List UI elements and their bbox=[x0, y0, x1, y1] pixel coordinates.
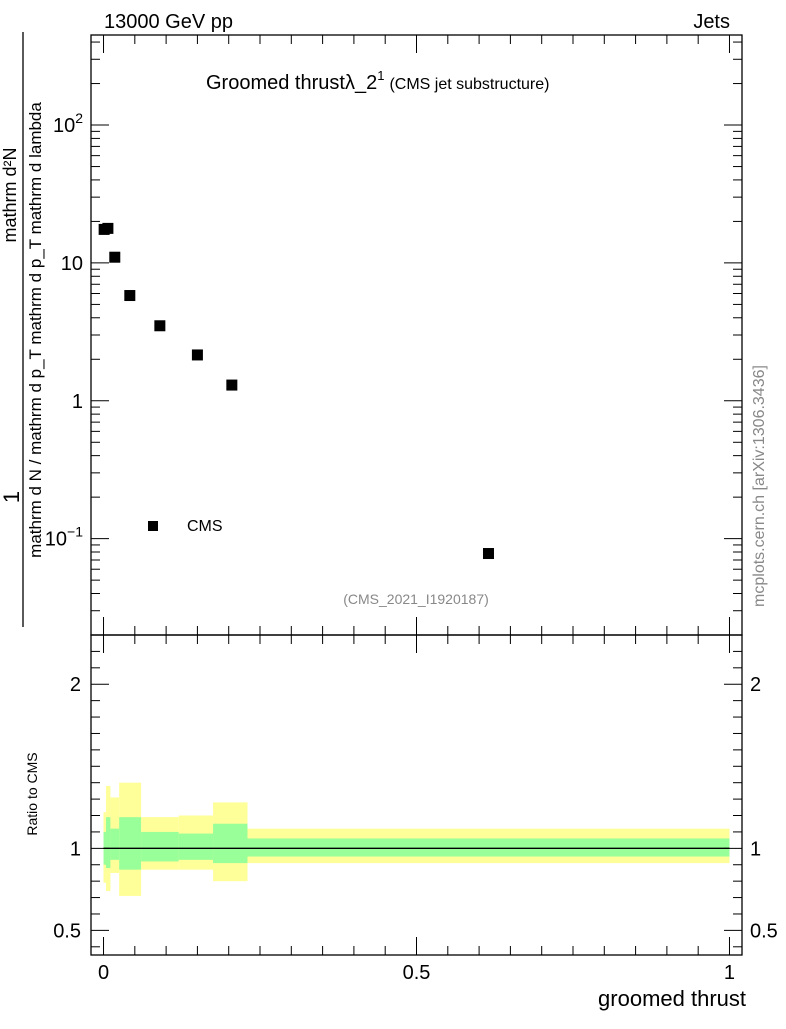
legend: CMS bbox=[148, 518, 223, 535]
ratio-band-inner bbox=[119, 817, 142, 870]
data-point bbox=[191, 349, 203, 361]
ratio-y-tick-label-left: 0.5 bbox=[53, 920, 81, 942]
legend-label: CMS bbox=[187, 518, 223, 535]
header-right: Jets bbox=[693, 11, 730, 33]
data-point bbox=[109, 251, 121, 263]
y-label-leading: 1 bbox=[0, 491, 24, 503]
x-axis-label: groomed thrust bbox=[598, 986, 746, 1011]
ratio-y-tick-label-right: 1 bbox=[750, 838, 761, 860]
ratio-band-inner bbox=[141, 831, 179, 862]
data-point bbox=[102, 222, 114, 234]
ratio-y-tick-label-right: 2 bbox=[750, 674, 761, 696]
data-point bbox=[124, 290, 136, 302]
data-point bbox=[226, 379, 238, 391]
y-tick-label: 1 bbox=[72, 391, 83, 413]
side-label: mcplots.cern.ch [arXiv:1306.3436] bbox=[751, 365, 768, 607]
data-point bbox=[482, 548, 494, 560]
main-axes: 102 10 1 10−1 bbox=[45, 35, 742, 636]
plot-title-lambda: λ_2 bbox=[345, 72, 377, 94]
plot-title-main: Groomed thrust bbox=[206, 72, 345, 94]
ratio-band-inner bbox=[110, 828, 120, 860]
ratio-panel-frame bbox=[90, 634, 743, 956]
ratio-bands bbox=[103, 782, 730, 896]
plot-title: Groomed thrustλ_21 (CMS jet substructure) bbox=[206, 68, 549, 94]
main-panel-frame bbox=[90, 34, 743, 636]
x-tick-label: 0.5 bbox=[403, 962, 431, 984]
analysis-id: (CMS_2021_I1920187) bbox=[343, 591, 489, 607]
ratio-axes: 2 2 1 1 0.5 0.5 0 0.5 1 bbox=[53, 634, 778, 984]
ratio-y-tick-label-left: 1 bbox=[70, 838, 81, 860]
y-label-numerator: mathrm d²N bbox=[0, 147, 20, 242]
y-tick-label: 102 bbox=[53, 110, 83, 137]
plot-title-sup: 1 bbox=[377, 68, 384, 83]
y-tick-label: 10 bbox=[61, 253, 83, 275]
header-left: 13000 GeV pp bbox=[104, 11, 233, 33]
y-tick-label: 10−1 bbox=[45, 524, 83, 551]
ratio-y-tick-label-left: 2 bbox=[70, 674, 81, 696]
ratio-band-inner bbox=[178, 833, 214, 860]
ratio-band-inner bbox=[106, 817, 111, 869]
ratio-band-inner bbox=[213, 823, 248, 864]
ratio-band-inner bbox=[247, 838, 730, 857]
x-tick-label: 1 bbox=[724, 962, 735, 984]
ratio-y-label: Ratio to CMS bbox=[24, 752, 40, 835]
y-label-denominator: mathrm d N / mathrm d p_T mathrm d p_T m… bbox=[26, 102, 45, 558]
plot-title-paren: (CMS jet substructure) bbox=[389, 76, 549, 93]
legend-marker bbox=[148, 521, 158, 531]
data-point bbox=[154, 320, 166, 332]
data-points bbox=[98, 222, 494, 560]
y-axis-label: 1 mathrm d²N mathrm d N / mathrm d p_T m… bbox=[0, 32, 45, 627]
x-tick-label: 0 bbox=[98, 962, 109, 984]
ratio-y-tick-label-right: 0.5 bbox=[750, 920, 778, 942]
